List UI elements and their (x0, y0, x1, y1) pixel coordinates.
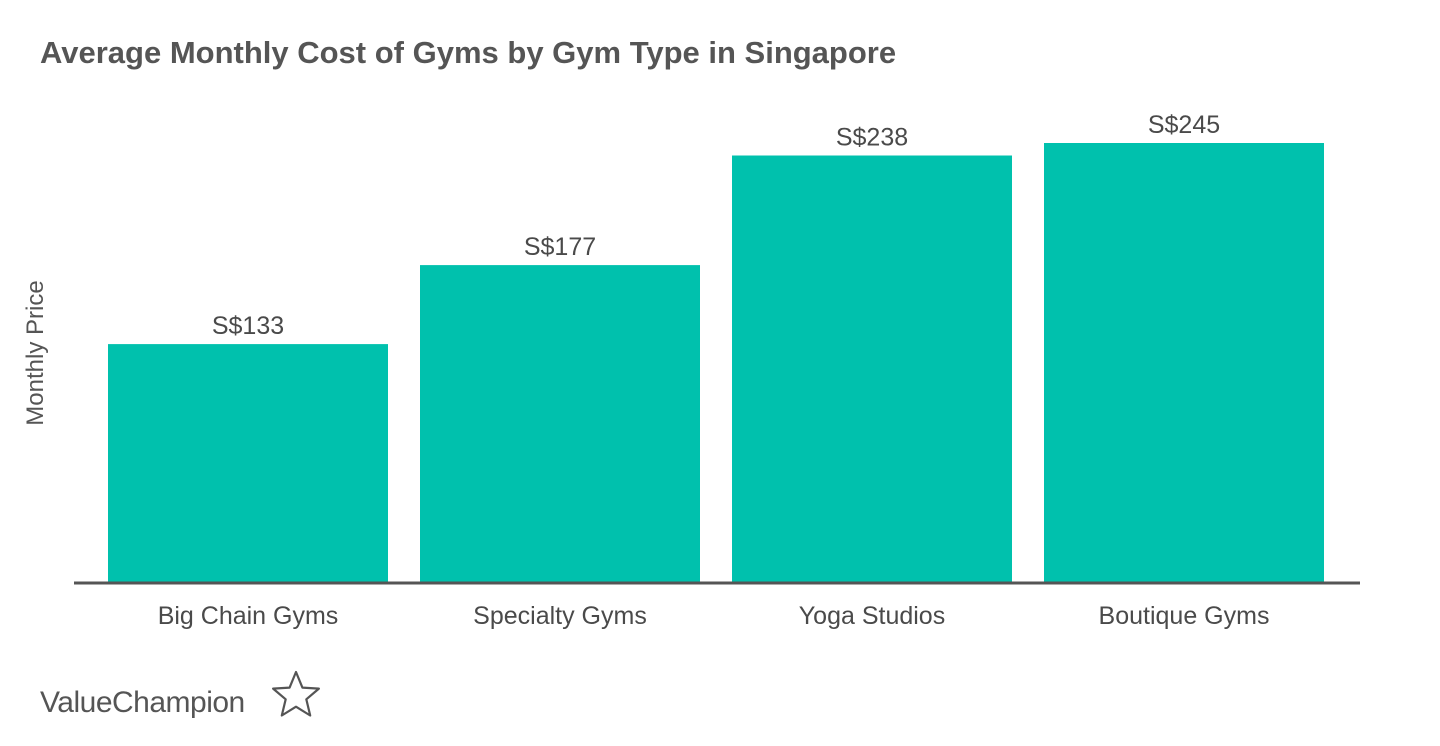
brand-logo: ValueChampion (40, 670, 320, 719)
star-outline-icon (272, 670, 320, 717)
data-label: S$177 (524, 233, 596, 261)
bar-big-chain-gyms (108, 344, 388, 583)
x-tick-label: Big Chain Gyms (158, 602, 339, 630)
data-label: S$133 (212, 312, 284, 340)
brand-name: ValueChampion (40, 686, 245, 719)
data-label: S$238 (836, 124, 908, 152)
y-axis-label: Monthly Price (22, 280, 49, 425)
bar-yoga-studios (732, 155, 1012, 583)
x-tick-label: Boutique Gyms (1099, 602, 1270, 630)
x-tick-label: Specialty Gyms (473, 602, 647, 630)
chart-title: Average Monthly Cost of Gyms by Gym Type… (40, 35, 896, 70)
x-tick-labels: Big Chain Gyms Specialty Gyms Yoga Studios… (158, 602, 1270, 630)
bar-boutique-gyms (1044, 143, 1324, 583)
bars-group (108, 143, 1324, 583)
bar-specialty-gyms (420, 265, 700, 583)
data-label: S$245 (1148, 111, 1220, 139)
data-labels-group: S$133 S$177 S$238 S$245 (212, 111, 1220, 340)
x-tick-label: Yoga Studios (799, 602, 945, 630)
